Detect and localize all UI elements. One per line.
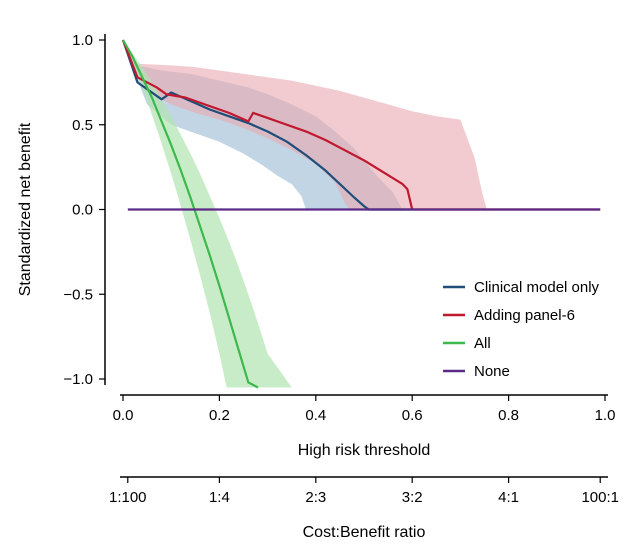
band-adding-panel-6 xyxy=(123,40,487,210)
x-axis-title: High risk threshold xyxy=(298,442,431,459)
x-tick-label: 0.8 xyxy=(498,407,519,424)
y-tick-label: 1.0 xyxy=(72,32,93,49)
secondary-x-axis-title: Cost:Benefit ratio xyxy=(303,524,426,541)
x-tick-label: 0.6 xyxy=(402,407,423,424)
x-tick-label: 0.2 xyxy=(209,407,230,424)
legend: Clinical model only Adding panel-6 All None xyxy=(443,279,600,380)
secondary-x-tick-label: 2:3 xyxy=(305,489,326,506)
confidence-bands xyxy=(123,40,487,388)
y-tick-label: −1.0 xyxy=(63,371,93,388)
line-adding-panel-6 xyxy=(121,39,601,211)
band-all xyxy=(123,40,292,388)
secondary-x-tick-label: 1:4 xyxy=(209,489,230,506)
y-axis-title: Standardized net benefit xyxy=(17,122,34,296)
y-tick-label: −0.5 xyxy=(63,286,93,303)
secondary-x-tick-label: 100:1 xyxy=(581,489,619,506)
series-lines xyxy=(121,39,601,389)
secondary-x-tick-label: 3:2 xyxy=(402,489,423,506)
axes: 1.0 0.5 0.0 −0.5 −1.0 0.0 0.2 0.4 0.6 0.8 1.0 1:100… xyxy=(63,32,619,506)
legend-label: Clinical model only xyxy=(474,279,600,296)
x-tick-label: 0.4 xyxy=(305,407,326,424)
line-all xyxy=(122,39,259,389)
secondary-x-tick-label: 4:1 xyxy=(498,489,519,506)
x-tick-label: 0.0 xyxy=(113,407,134,424)
y-tick-label: 0.0 xyxy=(72,202,93,219)
legend-label: None xyxy=(474,363,510,380)
x-tick-label: 1.0 xyxy=(595,407,616,424)
legend-label: Adding panel-6 xyxy=(474,307,575,324)
secondary-x-tick-label: 1:100 xyxy=(109,489,147,506)
y-tick-label: 0.5 xyxy=(72,117,93,134)
legend-label: All xyxy=(474,335,491,352)
